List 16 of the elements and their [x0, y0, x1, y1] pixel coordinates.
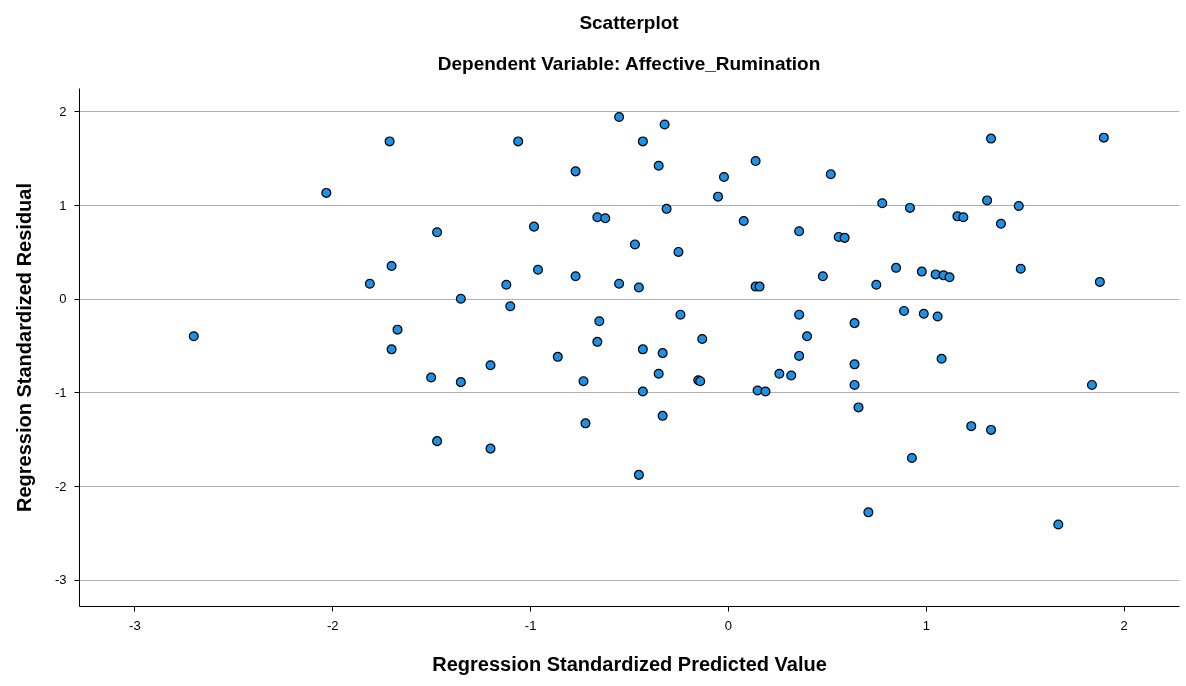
x-tick-label: -1 — [524, 617, 537, 633]
y-tick-label: 0 — [59, 291, 67, 307]
chart-title: Scatterplot — [579, 12, 680, 33]
y-tick-label: -1 — [54, 384, 67, 400]
x-tick-label: -2 — [326, 617, 339, 633]
chart-subtitle: Dependent Variable: Affective_Rumination — [437, 53, 821, 74]
y-tick-label: 1 — [59, 197, 67, 213]
x-tick-label: 2 — [1120, 617, 1128, 633]
y-tick-label: -2 — [54, 478, 67, 494]
y-axis-title: Regression Standardized Residual — [12, 183, 35, 512]
x-axis-title: Regression Standardized Predicted Value — [432, 652, 827, 675]
x-tick-label: -3 — [129, 617, 141, 633]
y-tick-label: -3 — [54, 572, 67, 588]
x-tick-label: 0 — [724, 617, 733, 633]
x-tick-label: 1 — [922, 617, 930, 633]
y-tick-label: 2 — [59, 103, 67, 119]
